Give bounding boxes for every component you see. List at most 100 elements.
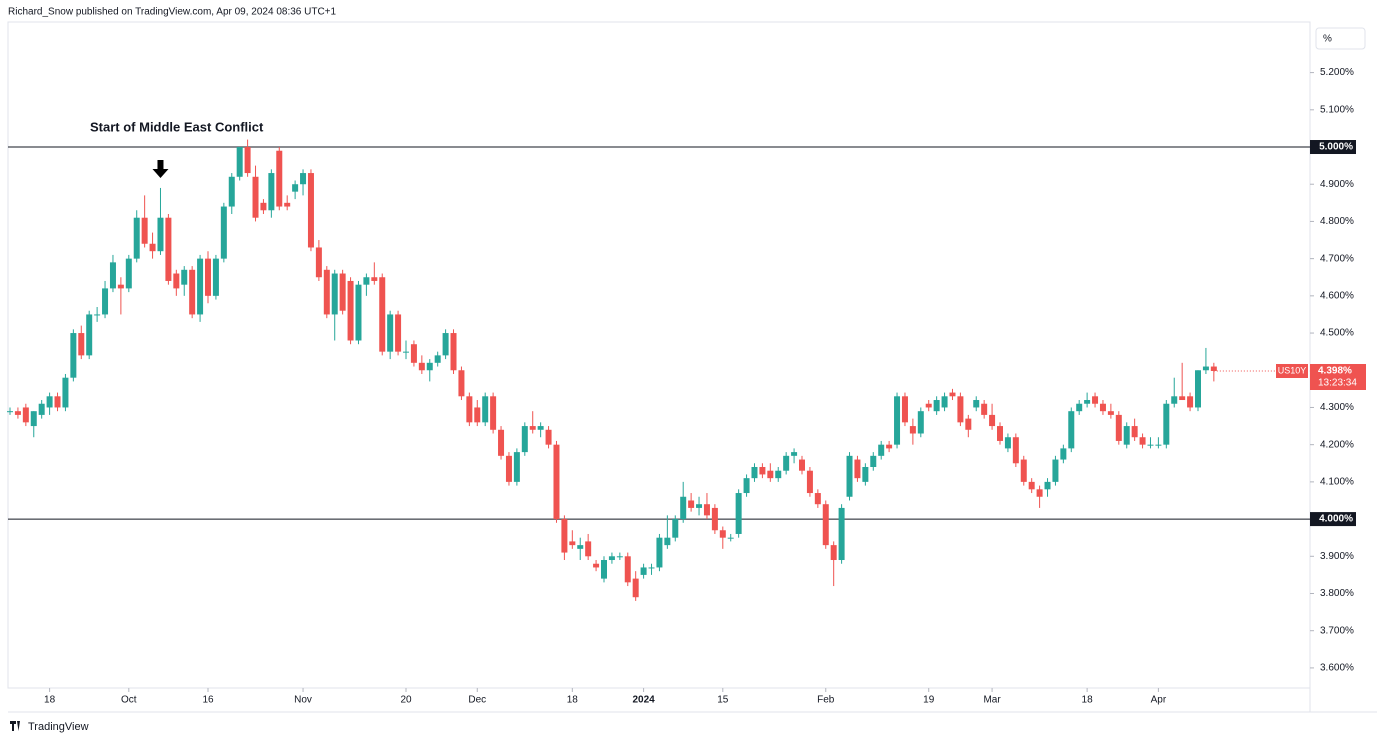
candle-body: [315, 247, 322, 278]
candle-body: [608, 556, 615, 561]
candle-body: [22, 407, 29, 423]
candle-body: [1028, 481, 1035, 490]
symbol-box: [1276, 363, 1308, 378]
footer-brand: TradingView: [28, 721, 89, 733]
candle-body: [545, 429, 552, 445]
candle-body: [284, 202, 291, 207]
candle-body: [664, 537, 671, 546]
candle-body: [379, 277, 386, 352]
candle-body: [418, 362, 425, 371]
candle-body: [1147, 444, 1154, 446]
candle-body: [775, 470, 782, 479]
candle-body: [355, 284, 362, 341]
candle-body: [86, 314, 93, 356]
candle-body: [901, 396, 908, 423]
x-tick-label: 19: [923, 695, 935, 706]
candle-body: [1202, 366, 1209, 371]
candle-body: [474, 407, 481, 423]
candle-body: [846, 455, 853, 497]
x-tick-label: 2024: [632, 695, 655, 706]
candle-body: [513, 452, 520, 482]
candle-body: [307, 173, 314, 248]
candle-body: [173, 273, 180, 289]
candle-body: [783, 455, 790, 471]
y-tick-label: 3.800%: [1320, 588, 1354, 599]
candle-body: [1107, 411, 1114, 415]
candle-body: [323, 269, 330, 315]
candle-body: [973, 400, 980, 408]
candle-body: [442, 333, 449, 356]
candle-body: [1060, 448, 1067, 460]
candle-body: [1155, 444, 1162, 446]
candle-body: [1210, 366, 1217, 371]
x-tick-label: Oct: [121, 695, 137, 706]
candle-body: [109, 262, 116, 289]
candle-body: [339, 273, 346, 311]
candle-body: [482, 396, 489, 423]
candle-body: [878, 444, 885, 456]
candle-body: [1187, 396, 1194, 408]
candle-body: [220, 206, 227, 259]
candle-body: [1123, 426, 1130, 445]
candle-body: [252, 176, 259, 218]
candle-body: [933, 400, 940, 412]
candle-body: [601, 560, 607, 579]
x-tick-label: 16: [202, 695, 214, 706]
candle-body: [759, 466, 766, 475]
candle-body: [395, 314, 402, 352]
candle-body: [1115, 414, 1122, 441]
candle-body: [1076, 403, 1083, 412]
candle-body: [434, 355, 441, 363]
candle-body: [696, 504, 703, 508]
candle-body: [537, 426, 544, 430]
x-tick-label: Feb: [817, 695, 835, 706]
candle-body: [363, 277, 370, 285]
candle-body: [822, 504, 829, 546]
candle-body: [830, 545, 837, 561]
candle-body: [189, 269, 196, 315]
candle-body: [1139, 437, 1146, 445]
candle-body: [498, 429, 505, 456]
unit-label[interactable]: %: [1323, 34, 1332, 45]
candle-body: [212, 258, 219, 296]
y-tick-label: 4.800%: [1320, 216, 1354, 227]
candle-body: [7, 411, 13, 413]
candle-body: [490, 396, 497, 430]
candle-body: [648, 567, 655, 569]
price-label-box: [1310, 140, 1356, 155]
candle-body: [680, 496, 687, 520]
candle-body: [886, 444, 893, 449]
candle-body: [688, 500, 695, 508]
candle-body: [870, 455, 877, 467]
candle-body: [1099, 403, 1106, 412]
candle-body: [46, 396, 53, 408]
arrow: [152, 159, 169, 178]
candle-body: [862, 466, 869, 482]
candle-body: [197, 258, 204, 315]
candle-body: [965, 418, 972, 430]
symbol-label: US10Y: [1278, 365, 1307, 375]
candle-body: [616, 556, 623, 558]
candle-body: [387, 314, 394, 352]
candle-body: [94, 314, 101, 316]
candle-body: [157, 217, 164, 252]
candle-body: [244, 147, 251, 174]
candle-body: [228, 176, 235, 207]
candle-body: [585, 541, 592, 557]
candle-body: [268, 173, 275, 211]
unit-button[interactable]: [1315, 27, 1366, 50]
candle-body: [593, 563, 600, 568]
candle-body: [727, 537, 734, 539]
candle-body: [1004, 437, 1011, 449]
candle-body: [909, 426, 916, 434]
candle-body: [1131, 426, 1138, 438]
candle-body: [838, 507, 845, 561]
candle-body: [632, 578, 639, 598]
y-tick-label: 5.200%: [1320, 67, 1354, 78]
candle-body: [624, 556, 631, 583]
candle-body: [1195, 370, 1201, 408]
candle-body: [149, 243, 156, 252]
candle-body: [331, 273, 338, 315]
x-tick-label: Dec: [468, 695, 486, 706]
candle-body: [997, 426, 1003, 441]
